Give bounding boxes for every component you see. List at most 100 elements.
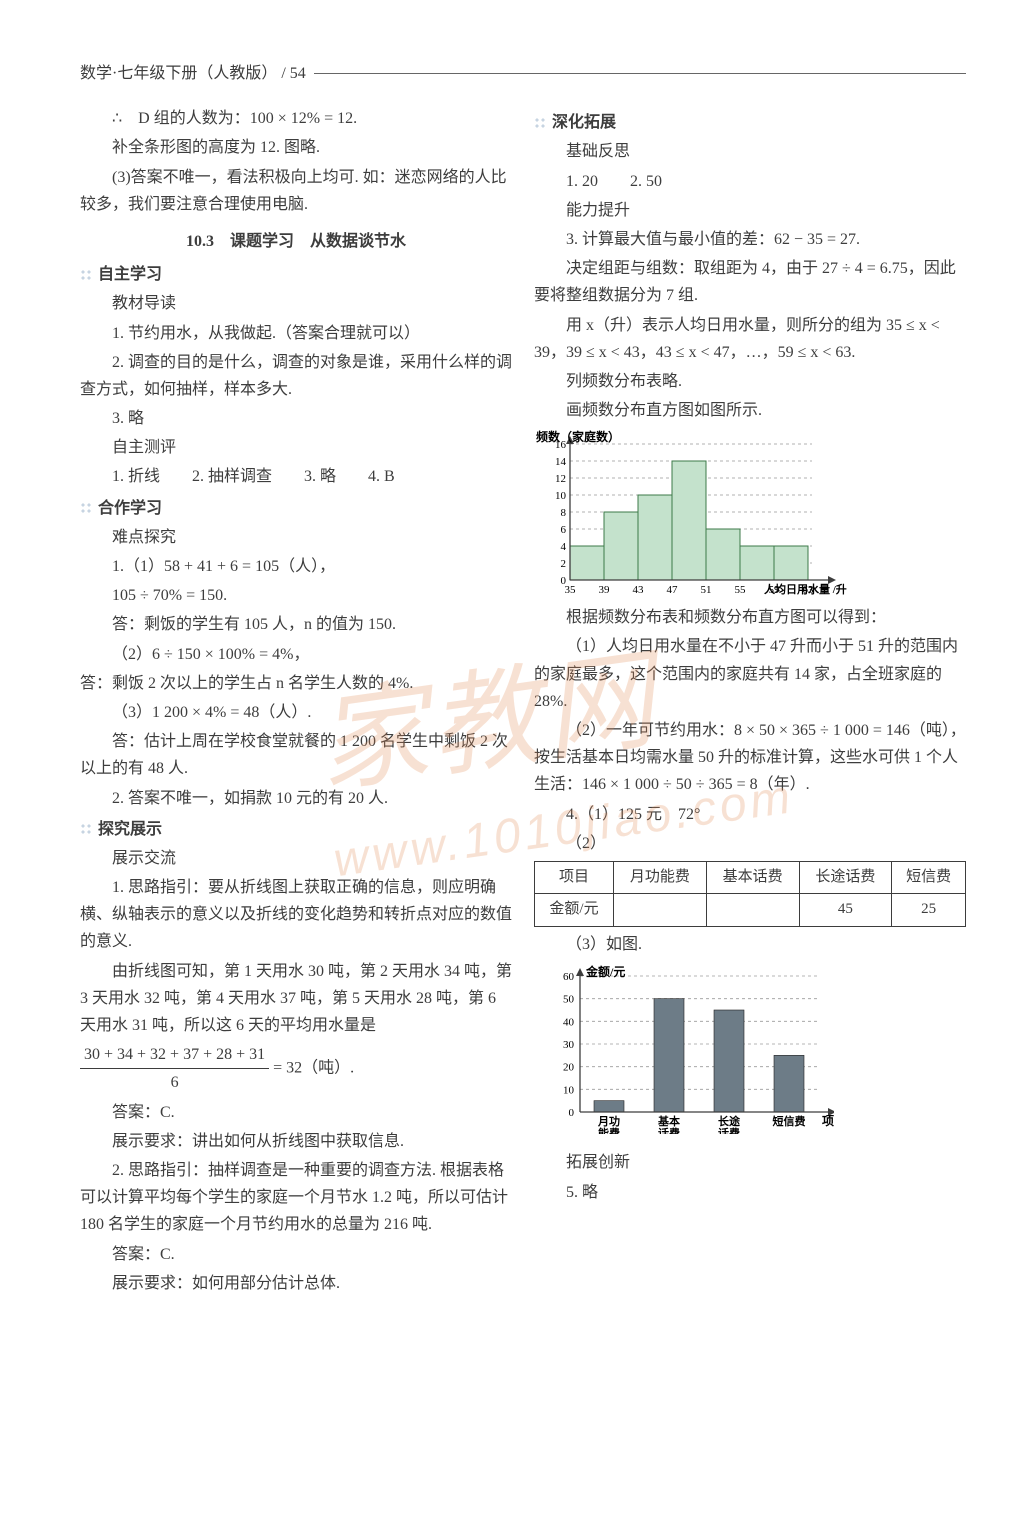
text: 答：估计上周在学校食堂就餐的 1 200 名学生中剩饭 2 次以上的有 48 人… xyxy=(80,728,512,782)
svg-text:话费: 话费 xyxy=(658,1126,680,1134)
svg-text:6: 6 xyxy=(561,524,567,536)
subhead-label: 深化拓展 xyxy=(552,109,616,136)
text: 4.（1）125 元 72° xyxy=(534,801,966,828)
svg-text:55: 55 xyxy=(735,584,747,596)
text: 能力提升 xyxy=(534,197,966,224)
svg-text:长途: 长途 xyxy=(718,1114,741,1128)
text: 由折线图可知，第 1 天用水 30 吨，第 2 天用水 34 吨，第 3 天用水… xyxy=(80,958,512,1040)
text: （2）6 ÷ 150 × 100% = 4%， xyxy=(80,641,512,668)
table-cell: 月功能费 xyxy=(613,861,706,894)
table-cell: 45 xyxy=(799,894,892,927)
dots-icon xyxy=(534,117,546,129)
svg-text:基本: 基本 xyxy=(657,1114,680,1128)
table-row: 项目 月功能费 基本话费 长途话费 短信费 xyxy=(535,861,966,894)
text: 3. 略 xyxy=(80,405,512,432)
svg-text:43: 43 xyxy=(633,584,645,596)
dots-icon xyxy=(80,502,92,514)
text: 2. 思路指引：抽样调查是一种重要的调查方法. 根据表格可以计算平均每个学生的家… xyxy=(80,1157,512,1239)
text: 展示交流 xyxy=(80,845,512,872)
text: 1.（1）58 + 41 + 6 = 105（人）， xyxy=(80,553,512,580)
text: 2. 答案不唯一，如捐款 10 元的有 20 人. xyxy=(80,785,512,812)
svg-text:50: 50 xyxy=(563,994,575,1006)
table-cell: 长途话费 xyxy=(799,861,892,894)
subhead-label: 探究展示 xyxy=(98,816,162,843)
text: 展示要求：如何用部分估计总体. xyxy=(80,1270,512,1297)
fee-table: 项目 月功能费 基本话费 长途话费 短信费 金额/元 45 25 xyxy=(534,861,966,927)
text: 教材导读 xyxy=(80,290,512,317)
text: 补全条形图的高度为 12. 图略. xyxy=(80,134,512,161)
svg-text:30: 30 xyxy=(563,1039,575,1051)
page-header: 数学·七年级下册（人教版） / 54 xyxy=(80,60,966,87)
table-cell xyxy=(706,894,799,927)
denominator: 6 xyxy=(80,1069,269,1096)
svg-text:月功: 月功 xyxy=(597,1114,620,1128)
text: 2. 调查的目的是什么，调查的对象是谁，采用什么样的调查方式，如何抽样，样本多大… xyxy=(80,349,512,403)
svg-text:金额/元: 金额/元 xyxy=(585,964,625,979)
subhead-label: 自主学习 xyxy=(98,261,162,288)
page: 数学·七年级下册（人教版） / 54 ∴ D 组的人数为：100 × 12% =… xyxy=(0,0,1024,1339)
text: 答：剩饭 2 次以上的学生占 n 名学生人数的 4%. xyxy=(80,670,512,697)
formula: 30 + 34 + 32 + 37 + 28 + 31 6 = 32（吨）. xyxy=(80,1041,512,1096)
svg-text:2: 2 xyxy=(561,558,567,570)
text: 难点探究 xyxy=(80,524,512,551)
left-column: ∴ D 组的人数为：100 × 12% = 12. 补全条形图的高度为 12. … xyxy=(80,105,512,1299)
bar-chart: 0102030405060月功能费基本话费长途话费短信费金额/元项目 xyxy=(534,964,966,1143)
text: ∴ D 组的人数为：100 × 12% = 12. xyxy=(80,105,512,132)
svg-text:频数（家庭数）: 频数（家庭数） xyxy=(536,430,620,444)
text: 决定组距与组数：取组距为 4，由于 27 ÷ 4 = 6.75，因此要将整组数据… xyxy=(534,255,966,309)
text: 用 x（升）表示人均日用水量，则所分的组为 35 ≤ x < 39，39 ≤ x… xyxy=(534,312,966,366)
barchart-svg: 0102030405060月功能费基本话费长途话费短信费金额/元项目 xyxy=(534,964,834,1134)
dots-icon xyxy=(80,823,92,835)
svg-text:60: 60 xyxy=(563,971,575,983)
text: 拓展创新 xyxy=(534,1149,966,1176)
text: （2）一年可节约用水：8 × 50 × 365 ÷ 1 000 = 146（吨）… xyxy=(534,717,966,799)
text: （3）1 200 × 4% = 48（人）. xyxy=(80,699,512,726)
formula-after: = 32（吨）. xyxy=(273,1060,354,1077)
text: 基础反思 xyxy=(534,138,966,165)
table-cell: 短信费 xyxy=(892,861,966,894)
svg-text:35: 35 xyxy=(565,584,577,596)
text: 根据频数分布表和频数分布直方图可以得到： xyxy=(534,604,966,631)
text: (3)答案不唯一，看法积极向上均可. 如：迷恋网络的人比较多，我们要注意合理使用… xyxy=(80,164,512,218)
svg-text:12: 12 xyxy=(555,473,566,485)
fraction: 30 + 34 + 32 + 37 + 28 + 31 6 xyxy=(80,1041,269,1096)
histogram-svg: 24681012141603539434751555963频数（家庭数）人均日用… xyxy=(534,430,854,600)
table-row: 金额/元 45 25 xyxy=(535,894,966,927)
svg-text:项目: 项目 xyxy=(822,1114,834,1128)
text: 105 ÷ 70% = 150. xyxy=(80,582,512,609)
subhead-explore: 探究展示 xyxy=(80,816,512,843)
text: 答案：C. xyxy=(80,1241,512,1268)
svg-text:51: 51 xyxy=(701,584,712,596)
subhead-expand: 深化拓展 xyxy=(534,109,966,136)
text: 1. 节约用水，从我做起.（答案合理就可以） xyxy=(80,320,512,347)
table-cell: 金额/元 xyxy=(535,894,614,927)
table-cell: 基本话费 xyxy=(706,861,799,894)
numerator: 30 + 34 + 32 + 37 + 28 + 31 xyxy=(80,1041,269,1069)
svg-text:短信费: 短信费 xyxy=(773,1114,806,1128)
text: （3）如图. xyxy=(534,931,966,958)
right-column: 深化拓展 基础反思 1. 20 2. 50 能力提升 3. 计算最大值与最小值的… xyxy=(534,105,966,1299)
subhead-coop: 合作学习 xyxy=(80,495,512,522)
svg-text:47: 47 xyxy=(667,584,679,596)
text: （2） xyxy=(534,830,966,857)
svg-text:话费: 话费 xyxy=(718,1126,740,1134)
text: 3. 计算最大值与最小值的差：62 − 35 = 27. xyxy=(534,226,966,253)
text: 1. 思路指引：要从折线图上获取正确的信息，则应明确横、纵轴表示的意义以及折线的… xyxy=(80,874,512,956)
subhead-self-study: 自主学习 xyxy=(80,261,512,288)
histogram-chart: 24681012141603539434751555963频数（家庭数）人均日用… xyxy=(534,430,966,600)
svg-text:10: 10 xyxy=(555,490,567,502)
text: 1. 20 2. 50 xyxy=(534,168,966,195)
text: 自主测评 xyxy=(80,434,512,461)
svg-text:0: 0 xyxy=(569,1107,575,1119)
svg-text:14: 14 xyxy=(555,456,567,468)
table-cell: 项目 xyxy=(535,861,614,894)
text: 画频数分布直方图如图所示. xyxy=(534,397,966,424)
svg-text:39: 39 xyxy=(599,584,611,596)
svg-text:人均日用水量 /升: 人均日用水量 /升 xyxy=(764,582,847,596)
text: 答案：C. xyxy=(80,1099,512,1126)
columns: ∴ D 组的人数为：100 × 12% = 12. 补全条形图的高度为 12. … xyxy=(80,105,966,1299)
dots-icon xyxy=(80,269,92,281)
svg-text:40: 40 xyxy=(563,1016,575,1028)
text: 答：剩饭的学生有 105 人，n 的值为 150. xyxy=(80,611,512,638)
text: （1）人均日用水量在不小于 47 升而小于 51 升的范围内的家庭最多，这个范围… xyxy=(534,633,966,715)
